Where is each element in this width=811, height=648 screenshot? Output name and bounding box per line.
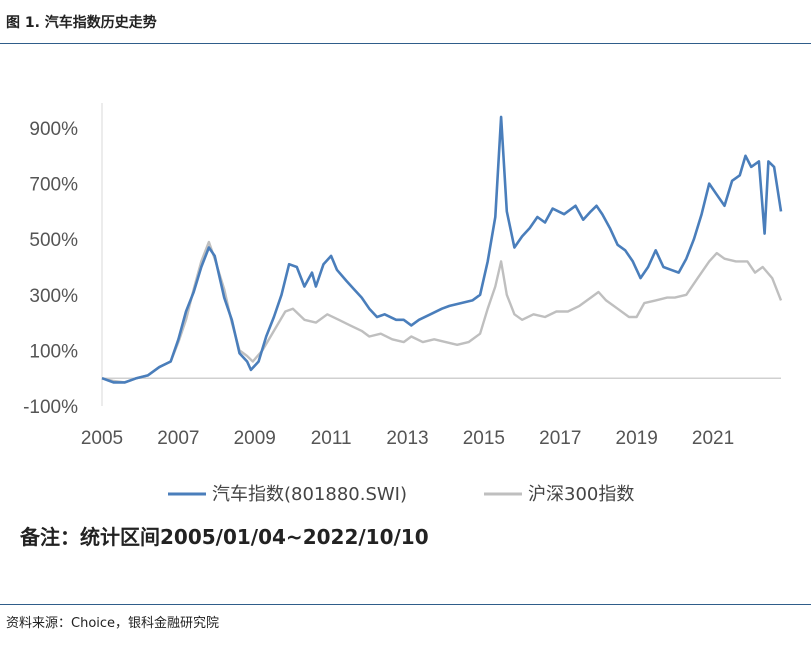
legend-item-auto-index: 汽车指数(801880.SWI) [168,484,407,505]
line-chart: 900%700%500%300%100%-100% 2005 2007 2009 20… [23,103,783,505]
x-tick-label: 2015 [463,428,505,449]
y-tick-label: 900% [29,119,78,140]
chart-note: 备注：统计区间2005/01/04~2022/10/10 [20,525,429,549]
legend-label: 汽车指数(801880.SWI) [212,484,407,505]
source-note: 资料来源：Choice，银科金融研究院 [6,616,220,631]
y-tick-label: -100% [23,397,78,418]
figure-title: 图 1. 汽车指数历史走势 [6,15,157,31]
top-divider [0,43,811,44]
x-tick-label: 2017 [539,428,581,449]
x-tick-label: 2009 [234,428,276,449]
x-tick-label: 2011 [311,428,352,449]
x-tick-label: 2021 [692,428,734,449]
bottom-divider [0,604,811,605]
series-line-auto-index [101,115,783,384]
y-tick-label: 700% [29,175,78,196]
legend-item-csi300: 沪深300指数 [484,484,634,505]
legend-label: 沪深300指数 [528,484,634,505]
y-tick-label: 500% [29,230,78,251]
y-axis-labels: 900% 700% 500% 300% 100% -100% [23,119,78,418]
series-layer [101,115,783,384]
x-axis-labels: 2005 2007 2009 2011 2013 2015 2017 2019 2021 [81,428,734,449]
x-tick-label: 2007 [157,428,199,449]
x-tick-label: 2013 [386,428,428,449]
y-tick-label: 300% [29,286,78,307]
x-tick-label: 2005 [81,428,123,449]
x-tick-label: 2019 [616,428,658,449]
legend: 汽车指数(801880.SWI) 沪深300指数 [168,484,634,505]
y-tick-label: 100% [29,341,78,362]
